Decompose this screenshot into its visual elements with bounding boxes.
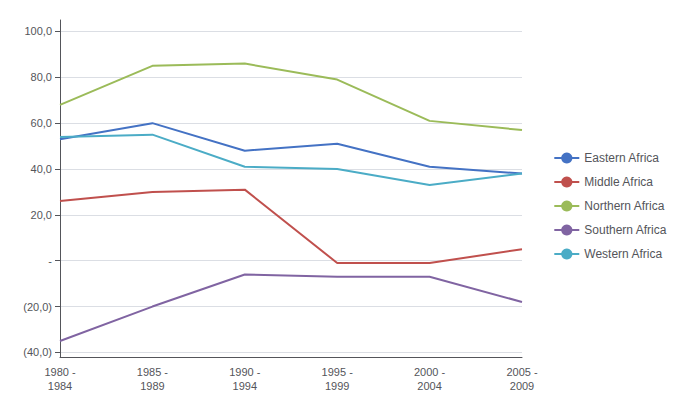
svg-text:1980 -: 1980 - xyxy=(44,366,76,378)
svg-text:2004: 2004 xyxy=(417,380,441,392)
svg-text:1989: 1989 xyxy=(140,380,164,392)
svg-text:80,0: 80,0 xyxy=(31,71,52,83)
svg-text:1999: 1999 xyxy=(325,380,349,392)
svg-text:Northern Africa: Northern Africa xyxy=(584,199,664,213)
svg-text:100,0: 100,0 xyxy=(24,25,52,37)
svg-text:60,0: 60,0 xyxy=(31,117,52,129)
svg-text:20,0: 20,0 xyxy=(31,209,52,221)
svg-text:(40,0): (40,0) xyxy=(23,346,52,358)
svg-text:2000 -: 2000 - xyxy=(414,366,446,378)
svg-text:(20,0): (20,0) xyxy=(23,301,52,313)
svg-text:Southern Africa: Southern Africa xyxy=(584,223,666,237)
svg-text:1994: 1994 xyxy=(233,380,257,392)
svg-text:Western Africa: Western Africa xyxy=(584,247,662,261)
svg-text:1990 -: 1990 - xyxy=(229,366,261,378)
svg-text:2009: 2009 xyxy=(510,380,534,392)
svg-text:Eastern Africa: Eastern Africa xyxy=(584,151,659,165)
svg-text:1995 -: 1995 - xyxy=(322,366,354,378)
svg-text:Middle Africa: Middle Africa xyxy=(584,175,653,189)
svg-text:-: - xyxy=(48,255,52,267)
svg-text:2005 -: 2005 - xyxy=(506,366,538,378)
svg-text:1985 -: 1985 - xyxy=(137,366,169,378)
svg-text:40,0: 40,0 xyxy=(31,163,52,175)
svg-text:1984: 1984 xyxy=(48,380,72,392)
